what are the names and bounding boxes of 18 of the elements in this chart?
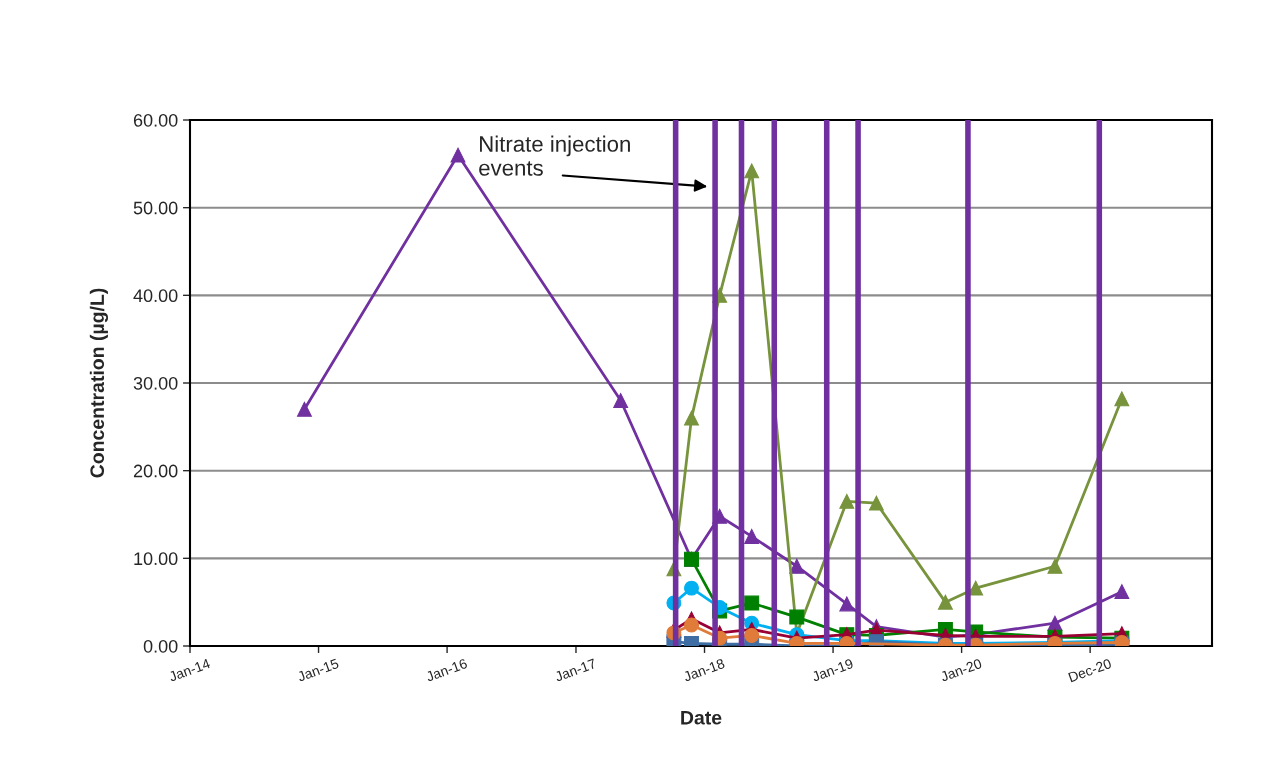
y-tick-label: 40.00: [133, 289, 178, 303]
y-tick-label: 60.00: [133, 113, 178, 127]
y-tick-label: 20.00: [133, 464, 178, 478]
x-tick-label: Jan-15: [296, 658, 340, 682]
x-tick-label: Jan-18: [682, 658, 726, 682]
x-tick-label: Jan-17: [554, 658, 597, 682]
x-tick-label: Jan-20: [939, 658, 983, 682]
y-axis-title: Concentration (µg/L): [89, 288, 109, 478]
annotation: Nitrate injection events: [479, 135, 630, 176]
x-tick-label: Jan-14: [168, 658, 211, 682]
x-tick-label: Dec-20: [1068, 658, 1112, 683]
x-tick-label: Jan-19: [811, 658, 854, 682]
y-tick-label: 0.00: [143, 639, 178, 653]
y-tick-label: 30.00: [133, 376, 178, 390]
x-axis-title: Date: [681, 711, 722, 725]
x-tick-label: Jan-16: [425, 658, 468, 682]
y-tick-label: 50.00: [133, 201, 178, 215]
y-tick-label: 10.00: [134, 552, 178, 566]
